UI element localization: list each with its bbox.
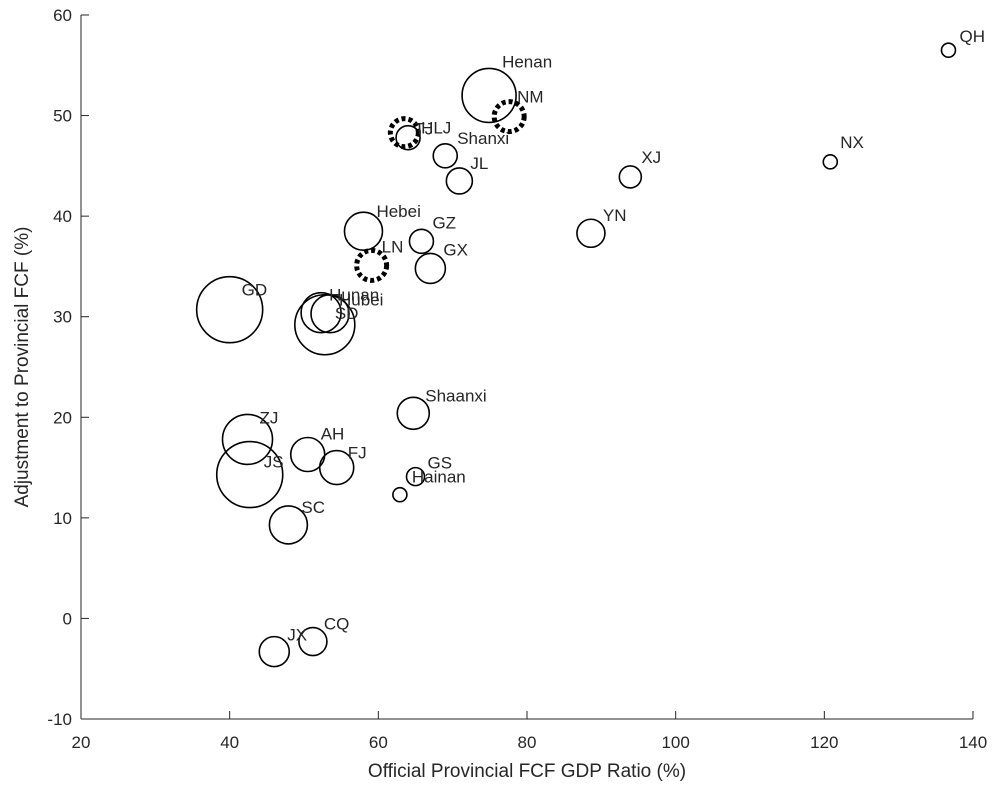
chart-axes [80,15,973,720]
data-point [318,449,355,486]
data-label: Hainan [412,468,466,487]
y-axis-title: Adjustment to Provincial FCF (%) [12,227,33,508]
data-label: TJ [414,120,433,139]
data-label: Hunan [329,286,379,305]
x-tick-label: 80 [518,733,537,752]
data-label: NX [840,133,864,152]
data-label: Hebei [376,202,420,221]
data-point [354,247,390,283]
data-point [268,505,309,545]
data-label: YN [603,206,627,225]
data-label: GX [443,240,468,259]
data-point [414,252,447,285]
data-label: GZ [432,213,456,232]
x-axis-title: Official Provincial FCF GDP Ratio (%) [368,761,686,782]
data-label: SD [335,304,359,323]
y-tick-label: 10 [53,509,72,528]
data-point [408,228,435,255]
data-label: GD [242,281,268,300]
data-point [294,293,356,356]
data-label: LN [382,237,404,256]
y-tick-label: 20 [53,408,72,427]
data-point [432,143,459,169]
data-label: XJ [641,148,661,167]
data-point [461,67,517,124]
data-label: Shanxi [457,129,509,148]
data-point [298,626,328,657]
axis-ticks: 20 40 60 80 100 120 140 -10 0 10 20 30 40 50 60 [47,6,987,752]
data-point [396,396,431,431]
x-tick-label: 60 [369,733,388,752]
data-point [445,167,474,195]
data-label: NM [517,88,543,107]
y-tick-label: 0 [63,609,72,628]
data-label: AH [321,424,345,443]
data-point [215,440,284,509]
y-tick-label: -10 [47,710,72,729]
x-tick-label: 20 [72,733,91,752]
data-point [195,275,264,344]
data-point [491,99,527,135]
x-tick-label: 120 [810,733,838,752]
x-tick-label: 40 [220,733,239,752]
x-tick-label: 100 [661,733,689,752]
data-label: GS [428,454,453,473]
data-point [576,218,606,249]
data-points [195,42,957,668]
data-label: Shaanxi [425,386,486,405]
data-point [221,413,274,466]
data-point [822,154,839,170]
data-point [258,635,291,668]
y-tick-label: 40 [53,207,72,226]
y-tick-label: 60 [53,6,72,25]
data-label: ZJ [260,408,279,427]
data-label: JL [470,154,488,173]
data-point [405,466,426,487]
data-label: HLJ [421,119,451,138]
data-label: Henan [502,52,552,71]
data-point [395,124,421,151]
data-label: JX [287,626,307,645]
data-label: Hubei [339,291,383,310]
y-tick-label: 50 [53,107,72,126]
data-point [343,211,384,252]
data-label: JS [264,453,284,472]
data-point [300,291,342,334]
data-point [392,486,408,503]
x-tick-label: 140 [959,733,987,752]
data-point [940,42,957,59]
data-label: SC [301,498,325,517]
y-tick-label: 30 [53,308,72,327]
data-label: FJ [348,444,367,463]
data-label: CQ [324,615,350,634]
data-point [618,165,643,189]
data-label: QH [959,27,985,46]
